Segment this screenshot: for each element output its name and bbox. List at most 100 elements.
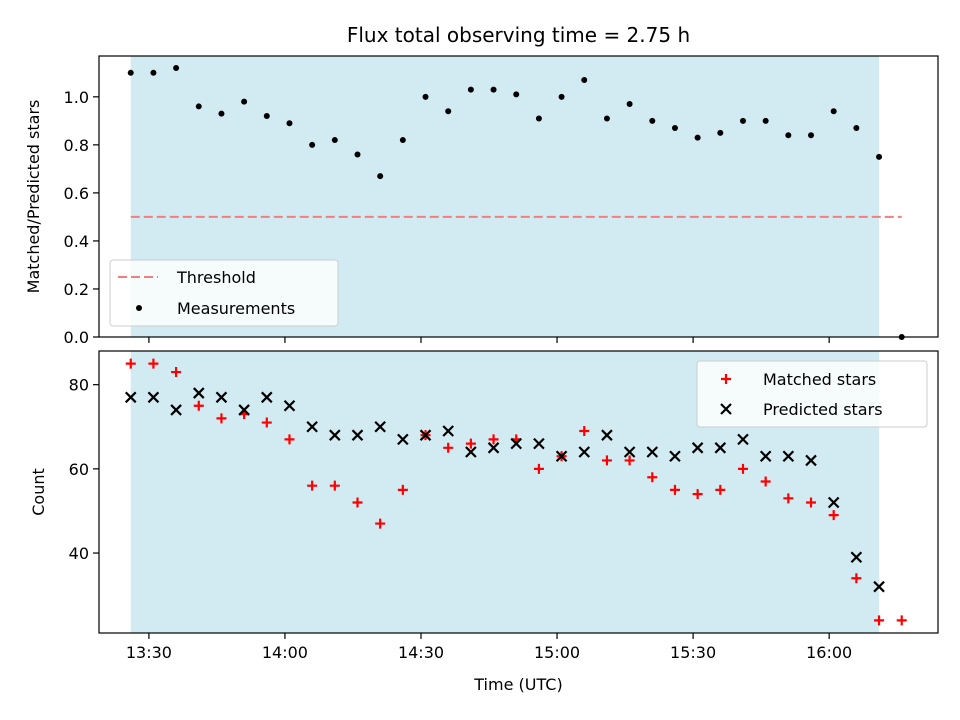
legend-measurement-swatch	[136, 305, 142, 311]
legend-threshold-label: Threshold	[176, 268, 256, 287]
predicted-star-point	[238, 404, 250, 416]
measurement-point	[377, 173, 384, 180]
predicted-star-point	[759, 450, 772, 463]
predicted-star-point	[351, 429, 364, 441]
count-panel: 13:30 14:00 14:30 15:00 15:30 16:00 40 60 80 Coun…	[29, 350, 939, 694]
chart-title: Flux total observing time = 2.75 h	[347, 23, 690, 47]
matched-star-point	[737, 463, 748, 474]
measurement-point	[445, 108, 452, 115]
measurement-point	[853, 125, 860, 132]
matched-star-point	[375, 518, 386, 529]
measurement-point	[150, 69, 157, 76]
measurement-point	[785, 132, 792, 139]
predicted-star-point	[873, 580, 885, 593]
matched-star-point	[874, 615, 885, 626]
predicted-star-point	[465, 446, 477, 458]
axes-frame	[98, 350, 939, 634]
measurement-point	[467, 86, 474, 93]
measurement-point	[717, 129, 724, 136]
predicted-star-point	[261, 391, 273, 404]
predicted-star-point	[329, 429, 341, 441]
legend-matched-swatch	[721, 374, 731, 384]
measurement-point	[173, 65, 180, 72]
predicted-star-point	[646, 446, 659, 458]
predicted-star-point	[601, 429, 613, 441]
measurement-point	[558, 93, 565, 100]
axes-frame	[98, 55, 939, 338]
measurement-point	[399, 137, 406, 144]
matched-star-point	[828, 510, 839, 521]
ratio-panel: 0.0 0.2 0.4 0.6 0.8 1.0 Matched/Predicted star…	[24, 23, 939, 347]
legend-box	[109, 259, 339, 327]
predicted-star-point	[419, 429, 432, 441]
predicted-star-point	[442, 425, 454, 437]
matched-star-point	[669, 484, 680, 495]
legend: Threshold Measurements	[109, 259, 339, 327]
matched-star-point	[647, 472, 658, 483]
measurement-point	[127, 69, 134, 76]
predicted-star-point	[374, 420, 386, 433]
predicted-star-point	[533, 437, 545, 450]
measurement-point	[535, 115, 542, 122]
measurement-point	[331, 137, 338, 144]
matched-star-point	[397, 484, 408, 495]
predicted-star-point	[397, 433, 409, 446]
matched-star-point	[261, 417, 272, 428]
predicted-star-point	[623, 446, 636, 458]
matched-star-point	[307, 480, 318, 491]
y-tick-label: 1.0	[64, 88, 89, 107]
matched-star-point	[533, 463, 544, 474]
predicted-star-point	[215, 391, 228, 404]
predicted-star-point	[737, 433, 749, 446]
predicted-star-point	[555, 450, 568, 463]
predicted-star-point	[487, 442, 500, 454]
matched-star-point	[216, 413, 227, 424]
y-tick-label: 60	[69, 460, 89, 479]
measurement-point	[422, 93, 429, 100]
matched-star-point	[148, 358, 159, 369]
matched-star-point	[171, 367, 182, 378]
legend: Matched stars Predicted stars	[696, 360, 928, 428]
y-axis-label: Count	[29, 468, 48, 516]
matched-star-point	[284, 434, 295, 445]
measurement-point	[218, 110, 225, 117]
measurement-point	[309, 141, 316, 148]
predicted-star-point	[850, 551, 863, 564]
x-tick-label: 13:30	[126, 643, 172, 662]
predicted-star-point	[170, 404, 182, 416]
measurement-point	[286, 120, 293, 127]
y-tick-label: 0.4	[64, 232, 89, 251]
predicted-star-point	[827, 496, 840, 509]
legend-predicted-swatch	[720, 403, 732, 415]
predicted-star-point	[669, 450, 681, 463]
y-tick-label: 80	[69, 376, 89, 395]
predicted-star-point	[805, 454, 817, 467]
matched-star-point	[579, 425, 590, 436]
legend-predicted-label: Predicted stars	[763, 400, 883, 419]
measurement-point	[195, 103, 202, 110]
predicted-star-point	[283, 399, 296, 412]
legend-measurements-label: Measurements	[177, 299, 295, 318]
y-axis-label: Matched/Predicted stars	[24, 100, 43, 294]
predicted-star-point	[192, 387, 205, 399]
measurement-point	[263, 113, 270, 120]
predicted-star-point	[714, 442, 727, 454]
legend-matched-label: Matched stars	[763, 370, 876, 389]
predicted-star-point	[691, 442, 704, 454]
measurement-point	[671, 125, 678, 132]
x-axis-label: Time (UTC)	[473, 675, 562, 694]
x-tick-label: 14:30	[398, 643, 444, 662]
measurement-point	[830, 108, 837, 115]
matched-star-point	[806, 497, 817, 508]
measurement-point	[603, 115, 610, 122]
y-tick-label: 40	[69, 544, 89, 563]
predicted-star-point	[510, 437, 523, 450]
y-tick-label: 0.6	[64, 184, 89, 203]
matched-star-point	[329, 480, 340, 491]
matched-star-point	[125, 358, 136, 369]
x-tick-label: 16:00	[806, 643, 852, 662]
measurement-point	[649, 117, 656, 124]
legend-box	[696, 360, 928, 428]
matched-star-point	[896, 615, 907, 626]
